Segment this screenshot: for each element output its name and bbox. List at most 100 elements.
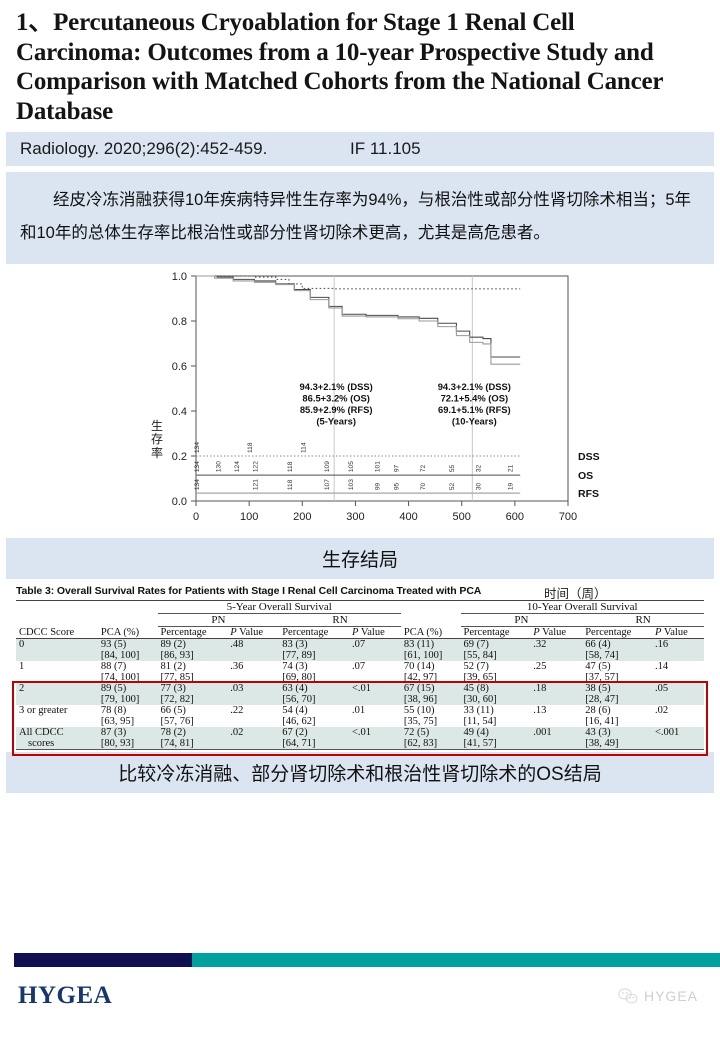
footer-bar-navy (14, 953, 192, 967)
table-cell-ci (227, 694, 280, 705)
chart-x-axis-label: 时间（周） (544, 587, 607, 601)
svg-text:0.2: 0.2 (172, 451, 187, 463)
table-cell-ci: [63, 95] (97, 716, 158, 727)
impact-factor: IF 11.105 (350, 139, 421, 158)
table-cell-ci (227, 738, 280, 750)
table-cell-value: <.01 (348, 683, 401, 694)
sub-header-rn-10yr: RN (582, 613, 704, 627)
citation-band: Radiology. 2020;296(2):452-459. IF 11.10… (6, 132, 714, 166)
footer-bar (0, 953, 720, 967)
table-cell-value: 77 (3) (157, 683, 228, 694)
table-cell-ci (651, 716, 704, 727)
sub-header-rn-5yr: RN (279, 613, 401, 627)
table-cell-ci: [37, 57] (582, 672, 652, 683)
svg-text:85.9+2.9% (RFS): 85.9+2.9% (RFS) (300, 404, 373, 415)
table-row-ci: [79, 100] [72, 82] [56, 70] [38, 96] [30, 60… (16, 694, 704, 705)
table-row[interactable]: 0 93 (5) 89 (2) .48 83 (3) .07 83 (11) 69 (7) .3… (16, 638, 704, 650)
svg-text:95: 95 (393, 482, 400, 490)
svg-text:134: 134 (194, 479, 201, 490)
table-cell-value: 83 (3) (279, 638, 349, 650)
table-cell-value: 69 (7) (460, 638, 531, 650)
svg-text:0.6: 0.6 (172, 361, 187, 373)
table-row[interactable]: 2 89 (5) 77 (3) .03 63 (4) <.01 67 (15) 45 (8).… (16, 683, 704, 694)
table3-head: 5-Year Overall Survival 10-Year Overall … (16, 600, 704, 639)
svg-text:1.0: 1.0 (172, 271, 187, 283)
svg-text:0.4: 0.4 (172, 406, 187, 418)
table-cell-ci: [61, 100] (400, 650, 461, 661)
row-label: 1 (16, 661, 98, 672)
svg-text:114: 114 (300, 442, 307, 453)
table-cell-ci: [86, 93] (157, 650, 228, 661)
table-cell-value: 66 (4) (582, 638, 652, 650)
svg-text:130: 130 (215, 461, 222, 472)
table-cell-value: 45 (8) (460, 683, 531, 694)
table-cell-value: .05 (651, 683, 704, 694)
table-cell-ci (651, 738, 704, 750)
table-cell-ci: [57, 76] (157, 716, 228, 727)
figure-caption: 生存结局 (6, 538, 714, 579)
svg-text:30: 30 (476, 482, 483, 490)
svg-text:19: 19 (508, 482, 515, 490)
summary-text: 经皮冷冻消融获得10年疾病特异性生存率为94%，与根治性或部分性肾切除术相当；5… (6, 172, 714, 264)
table-cell-ci: [28, 47] (582, 694, 652, 705)
svg-text:200: 200 (293, 511, 311, 523)
table-cell-ci: [72, 82] (157, 694, 228, 705)
chart-y-axis-label: 生存率 (150, 419, 163, 460)
brand-logo: HYGEA (18, 982, 113, 1009)
svg-text:134: 134 (194, 442, 201, 453)
table-row-ci: [63, 95] [57, 76] [46, 62] [35, 75] [11, 54]… (16, 716, 704, 727)
table-cell-ci: [77, 85] (157, 672, 228, 683)
journal-reference: Radiology. 2020;296(2):452-459. (20, 139, 268, 158)
table-cell-ci: [64, 71] (279, 738, 349, 750)
table-cell-value: 70 (14) (400, 661, 461, 672)
table-cell-ci: [16, 41] (582, 716, 652, 727)
table-cell-ci (651, 650, 704, 661)
svg-text:118: 118 (247, 442, 254, 453)
table-cell-value: 81 (2) (157, 661, 228, 672)
table-cell-value: 78 (8) (97, 705, 158, 716)
svg-text:72: 72 (420, 464, 427, 472)
table3-title: Table 3: Overall Survival Rates for Pati… (16, 585, 482, 597)
svg-text:121: 121 (252, 479, 259, 490)
table3-col-header: PCA (%) (403, 626, 443, 638)
group-header-5yr: 5-Year Overall Survival (157, 600, 401, 614)
svg-text:94.3+2.1% (DSS): 94.3+2.1% (DSS) (438, 381, 511, 392)
svg-text:134: 134 (194, 461, 201, 472)
row-label: 2 (16, 683, 98, 694)
table-row[interactable]: All CDCC 87 (3) 78 (2) .02 67 (2) <.01 72 (5) 4… (16, 727, 704, 738)
table-cell-ci: [41, 57] (460, 738, 531, 750)
table-cell-ci (651, 694, 704, 705)
wechat-watermark: HYGEA (618, 988, 698, 1004)
table-cell-ci: [62, 83] (400, 738, 461, 750)
svg-text:0.0: 0.0 (172, 496, 187, 508)
table-cell-value: 43 (3) (582, 727, 652, 738)
table-row[interactable]: 3 or greater 78 (8) 66 (5) .22 54 (4) .01 55 (… (16, 705, 704, 716)
table-cell-ci (348, 672, 401, 683)
table3-col-header: P Value (230, 627, 264, 638)
svg-text:21: 21 (508, 464, 515, 472)
table-cell-ci: [74, 81] (157, 738, 228, 750)
table-cell-value: 93 (5) (97, 638, 158, 650)
svg-text:(5-Years): (5-Years) (316, 416, 356, 427)
table-row[interactable]: 1 88 (7) 81 (2) .36 74 (3) .07 70 (14) 52 (7) .2… (16, 661, 704, 672)
table-cell-value: .22 (227, 705, 280, 716)
svg-text:122: 122 (252, 461, 259, 472)
table-row-ci: [84, 100] [86, 93] [77, 89] [61, 100] [55, 8… (16, 650, 704, 661)
table-cell-ci (530, 716, 583, 727)
table3-col-header: P Value (533, 627, 567, 638)
group-header-10yr: 10-Year Overall Survival (460, 600, 704, 614)
table3-col-header: Percentage (585, 627, 632, 638)
table-cell-ci (530, 694, 583, 705)
wechat-label: HYGEA (643, 988, 698, 1004)
table-cell-value: 63 (4) (279, 683, 349, 694)
table-cell-ci (348, 738, 401, 750)
table-cell-value: .03 (227, 683, 280, 694)
table-cell-ci: [35, 75] (400, 716, 461, 727)
sub-header-pn-10yr: PN (460, 613, 583, 627)
table-cell-value: .25 (530, 661, 583, 672)
svg-text:94.3+2.1% (DSS): 94.3+2.1% (DSS) (300, 381, 373, 392)
table-cell-value: 66 (5) (157, 705, 228, 716)
svg-text:(10-Years): (10-Years) (452, 416, 497, 427)
svg-text:103: 103 (348, 479, 355, 490)
table-cell-value: 87 (3) (97, 727, 158, 738)
